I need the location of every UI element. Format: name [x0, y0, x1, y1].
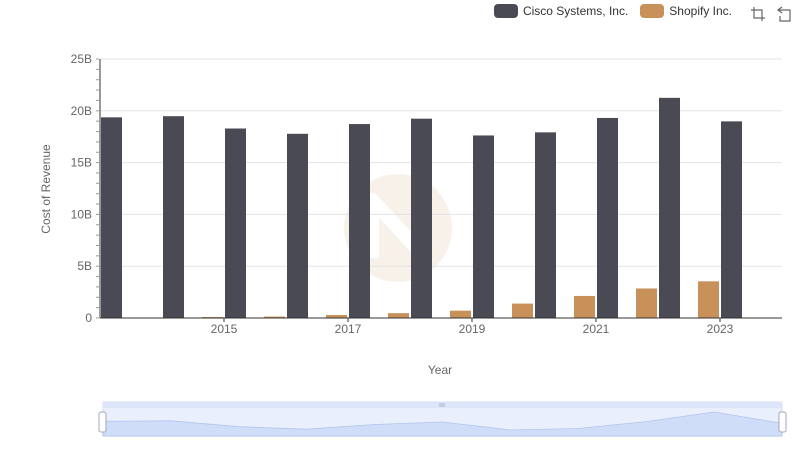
bar-shopify-inc-2019 [450, 310, 471, 318]
legend-label-cisco: Cisco Systems, Inc. [522, 4, 629, 18]
x-tick-labels: 2015 2017 2019 2021 2023 [211, 318, 734, 336]
zoom-handle-right[interactable] [778, 411, 787, 433]
bar-shopify-inc-2022 [636, 288, 657, 318]
y-tick-label: 5B [77, 259, 92, 273]
zoom-top-bar[interactable] [103, 402, 782, 408]
data-zoom-slider[interactable] [98, 401, 787, 437]
bar-cisco-systems-inc-2016 [225, 128, 246, 318]
bar-cisco-systems-inc-2019 [411, 118, 432, 318]
y-minor-ticks [96, 58, 99, 319]
x-tick-label: 2015 [211, 322, 238, 336]
bar-cisco-systems-inc-2022 [597, 117, 618, 319]
bars [101, 97, 742, 319]
zoom-select-icon[interactable] [750, 6, 766, 22]
y-tick-label: 0 [85, 311, 92, 325]
zoom-preview-area [102, 411, 783, 437]
x-axis-label: Year [428, 363, 452, 377]
bar-shopify-inc-2017 [326, 314, 347, 318]
legend-item-shopify[interactable]: Shopify Inc. [640, 4, 732, 18]
legend-swatch-cisco [493, 4, 518, 18]
chart-legend: Cisco Systems, Inc. Shopify Inc. [493, 4, 732, 18]
legend-label-shopify: Shopify Inc. [669, 4, 732, 18]
bar-shopify-inc-2021 [574, 295, 595, 318]
zoom-grip-icon[interactable] [439, 403, 445, 407]
chart-toolbar [750, 6, 792, 22]
bar-shopify-inc-2018 [388, 313, 409, 318]
y-tick-labels: 0 5B 10B 15B 20B 25B [71, 52, 93, 325]
zoom-reset-icon[interactable] [776, 6, 792, 22]
legend-item-cisco[interactable]: Cisco Systems, Inc. [493, 4, 629, 18]
x-tick-label: 2021 [583, 322, 610, 336]
bar-cisco-systems-inc-2015 [163, 116, 184, 319]
bar-cisco-systems-inc-2018 [349, 124, 370, 319]
bar-shopify-inc-2016 [264, 316, 285, 318]
axes [99, 59, 782, 319]
y-tick-label: 10B [71, 207, 92, 221]
x-tick-label: 2019 [459, 322, 486, 336]
y-tick-label: 25B [71, 52, 92, 66]
y-axis-label: Cost of Revenue [39, 144, 53, 234]
bar-cisco-systems-inc-2020 [473, 135, 494, 318]
zoom-handle-left[interactable] [98, 411, 107, 433]
bar-cisco-systems-inc-2023 [659, 97, 680, 318]
bar-shopify-inc-2023 [698, 281, 719, 318]
bar-cisco-systems-inc-2024 [721, 121, 742, 318]
zoom-selection[interactable] [103, 402, 782, 436]
y-tick-label: 20B [71, 104, 92, 118]
x-tick-label: 2017 [335, 322, 362, 336]
legend-swatch-shopify [640, 4, 665, 18]
x-tick-label: 2023 [707, 322, 734, 336]
bar-cisco-systems-inc-2014 [101, 117, 122, 318]
bar-shopify-inc-2020 [512, 303, 533, 318]
bar-cisco-systems-inc-2017 [287, 133, 308, 318]
bar-cisco-systems-inc-2021 [535, 132, 556, 318]
y-tick-label: 15B [71, 156, 92, 170]
